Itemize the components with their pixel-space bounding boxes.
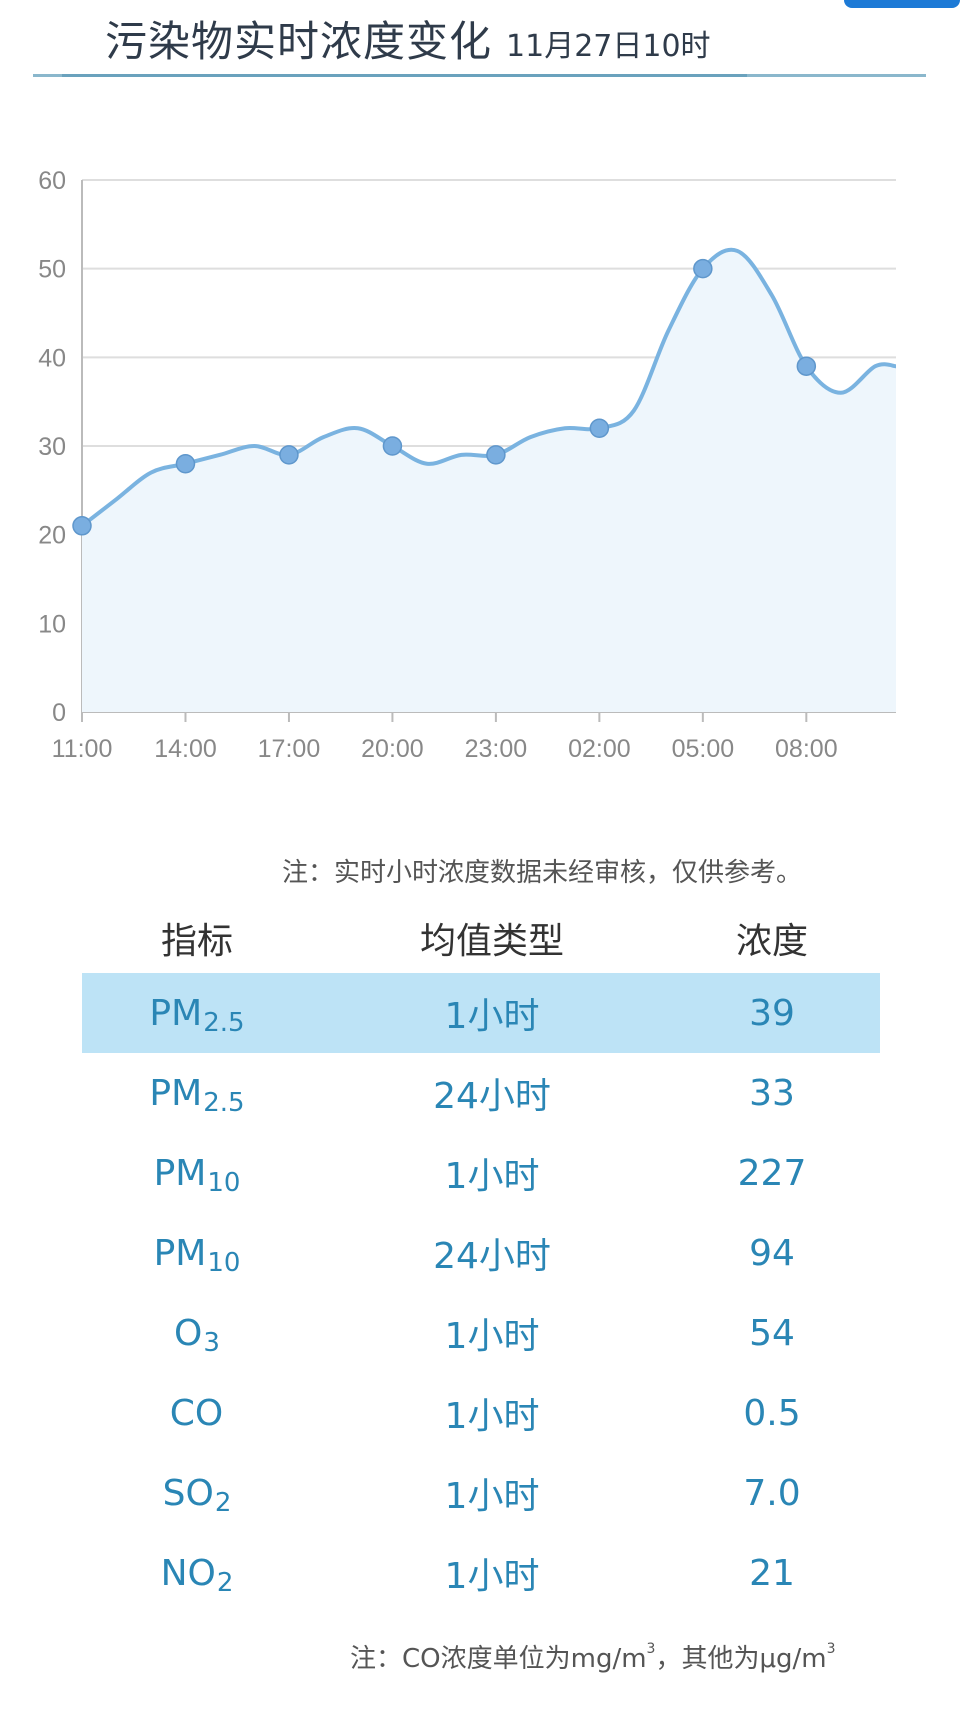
indicator-subscript: 2 <box>214 1488 232 1518</box>
indicator-subscript: 3 <box>203 1328 220 1358</box>
indicator-subscript: 2.5 <box>203 1008 245 1038</box>
x-tick-label: 08:00 <box>775 735 838 763</box>
row-concentration: 39 <box>749 992 795 1034</box>
data-point <box>382 436 403 456</box>
row-average-type: 1小时 <box>444 1156 540 1197</box>
y-tick-label: 20 <box>38 522 66 550</box>
title-text: 污染物实时浓度变化 <box>105 17 493 66</box>
row-indicator: PM 10 <box>82 1133 312 1213</box>
note-unverified: 注：实时小时浓度数据未经审核，仅供参考。 <box>282 858 803 888</box>
x-tick-label: 23:00 <box>465 735 528 763</box>
header-indicator: 指标 <box>160 921 233 962</box>
x-tick-label: 05:00 <box>672 735 735 763</box>
table-row[interactable]: NO 2 1小时 21 <box>82 1533 880 1613</box>
table-row[interactable]: SO 2 1小时 7.0 <box>82 1453 880 1533</box>
x-tick-label: 11:00 <box>52 735 113 763</box>
indicator-subscript: 10 <box>207 1168 241 1198</box>
row-concentration: 7.0 <box>743 1472 801 1514</box>
title-time: 11月27日10时 <box>506 29 711 64</box>
row-concentration: 94 <box>749 1232 795 1274</box>
x-tick-label: 14:00 <box>154 735 217 763</box>
row-average-type: 24小时 <box>433 1236 551 1277</box>
row-indicator: PM 2.5 <box>82 1053 312 1133</box>
table-body: PM 2.5 1小时 39 PM 2.5 24小时 33 PM 10 1小时 227 PM 10 24小时 9… <box>82 973 880 1613</box>
data-point <box>796 356 817 376</box>
row-concentration: 21 <box>749 1552 795 1594</box>
note-units-middle: ，其他为μg/m <box>655 1644 827 1674</box>
table-row[interactable]: PM 10 1小时 227 <box>82 1133 880 1213</box>
header-divider-accent <box>62 74 747 77</box>
indicator-name: PM <box>153 1232 207 1274</box>
chart-svg: 0 10 20 30 40 50 60 11:00 14:00 17:00 20:00 23:00 02… <box>38 167 897 763</box>
note-units: 注：CO浓度单位为mg/m3，其他为μg/m3 <box>350 1638 836 1675</box>
header-average-type: 均值类型 <box>419 921 564 962</box>
row-average-type: 1小时 <box>444 1556 540 1597</box>
y-tick-label: 30 <box>38 433 66 461</box>
y-tick-label: 50 <box>38 256 66 284</box>
table-row[interactable]: O 3 1小时 54 <box>82 1293 880 1373</box>
row-indicator: CO <box>82 1373 312 1453</box>
table-row[interactable]: CO 1小时 0.5 <box>82 1373 880 1453</box>
indicator-name: NO <box>160 1552 216 1594</box>
data-point <box>175 453 196 474</box>
indicator-subscript: 2 <box>216 1568 234 1598</box>
y-tick-label: 60 <box>38 167 66 195</box>
row-average-type: 24小时 <box>433 1076 551 1117</box>
row-indicator: NO 2 <box>82 1533 312 1613</box>
header-concentration: 浓度 <box>735 921 808 962</box>
table-header: 指标 均值类型 浓度 <box>82 903 880 973</box>
indicator-subscript: 10 <box>207 1248 241 1278</box>
x-tick-label: 17:00 <box>258 735 321 763</box>
table-row[interactable]: PM 2.5 1小时 39 <box>82 973 880 1053</box>
row-concentration: 33 <box>749 1072 795 1114</box>
row-concentration: 0.5 <box>743 1392 801 1434</box>
x-tick-label: 20:00 <box>361 735 424 763</box>
row-concentration: 54 <box>749 1312 795 1354</box>
note-units-prefix: 注：CO浓度单位为mg/m <box>350 1644 647 1674</box>
table-row[interactable]: PM 10 24小时 94 <box>82 1213 880 1293</box>
header: 污染物实时浓度变化 11月27日10时 <box>0 0 960 82</box>
row-indicator: SO 2 <box>82 1453 312 1533</box>
x-tick-label: 02:00 <box>568 735 631 763</box>
row-average-type: 1小时 <box>444 1396 540 1437</box>
row-indicator: PM 10 <box>82 1213 312 1293</box>
data-point <box>486 445 506 465</box>
indicator-name: PM <box>153 1152 207 1194</box>
data-point <box>589 418 610 439</box>
indicator-name: O <box>174 1312 203 1354</box>
corner-button[interactable] <box>844 0 960 8</box>
table-row[interactable]: PM 2.5 24小时 33 <box>82 1053 880 1133</box>
row-concentration: 227 <box>737 1152 807 1194</box>
page-title: 污染物实时浓度变化 11月27日10时 <box>105 8 711 69</box>
data-point <box>693 258 713 279</box>
data-point <box>72 516 92 536</box>
row-average-type: 1小时 <box>444 1316 540 1357</box>
row-indicator: PM 2.5 <box>82 973 312 1053</box>
indicator-name: SO <box>162 1472 214 1514</box>
y-tick-label: 40 <box>38 344 66 372</box>
row-average-type: 1小时 <box>444 996 540 1037</box>
concentration-chart: 0 10 20 30 40 50 60 11:00 14:00 17:00 20:00 23:00 02… <box>0 150 960 840</box>
data-point <box>279 445 299 465</box>
y-tick-label: 0 <box>52 699 66 727</box>
note-units-sup1: 3 <box>646 1641 656 1658</box>
row-average-type: 1小时 <box>444 1476 540 1517</box>
indicator-name: CO <box>169 1392 224 1434</box>
indicator-name: PM <box>149 1072 203 1114</box>
indicator-subscript: 2.5 <box>203 1088 245 1118</box>
area-fill <box>82 249 896 712</box>
y-tick-label: 10 <box>38 610 66 638</box>
note-units-sup2: 3 <box>826 1641 836 1658</box>
pollutant-table: 指标 均值类型 浓度 PM 2.5 1小时 39 PM 2.5 24小时 33 PM 10 1小时 2… <box>82 903 880 1613</box>
indicator-name: PM <box>149 992 203 1034</box>
